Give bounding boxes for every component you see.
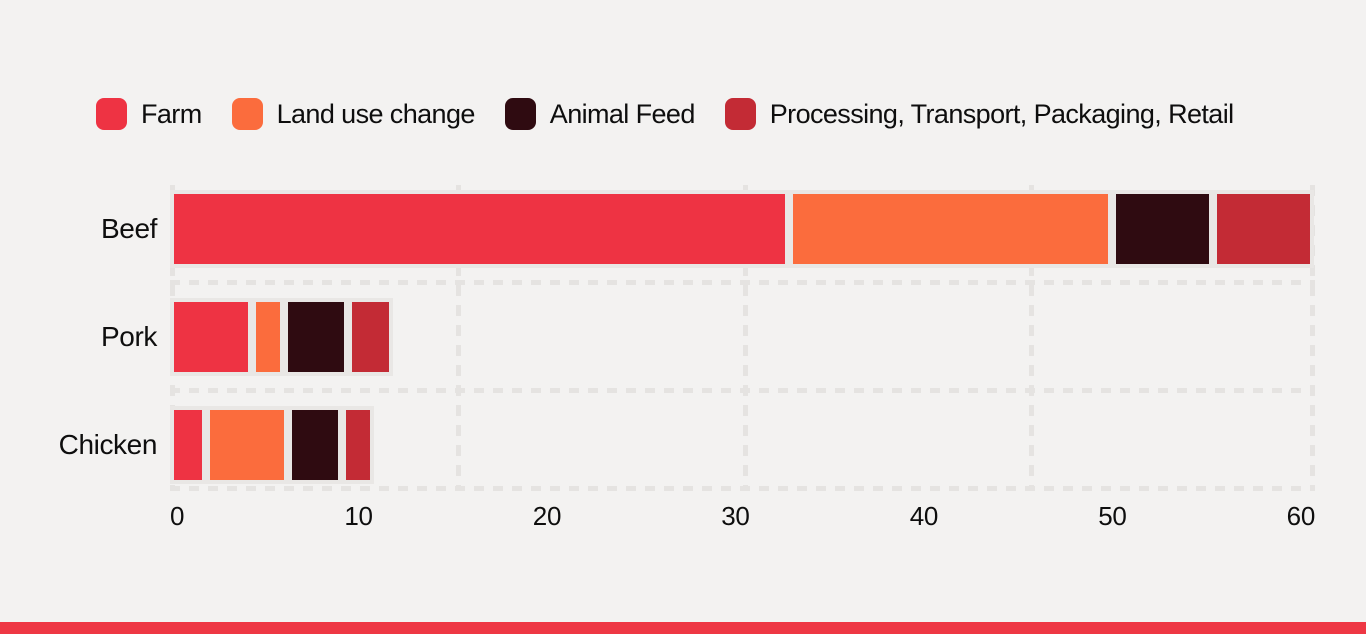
bar-segment-pork-processing-transport-packaging-retail — [352, 302, 389, 372]
legend-swatch-icon — [96, 98, 127, 130]
gridline-vertical — [1028, 185, 1034, 489]
legend-item-animal-feed: Animal Feed — [504, 98, 696, 130]
x-axis-tick: 30 — [721, 501, 750, 531]
bar-segment-beef-processing-transport-packaging-retail — [1217, 194, 1310, 264]
x-axis-tick: 50 — [1098, 501, 1127, 531]
bar-segment-chicken-land-use-change — [210, 410, 284, 480]
bar-segment-pork-land-use-change — [256, 302, 280, 372]
legend-label: Farm — [141, 98, 202, 129]
bar-segment-pork-farm — [174, 302, 248, 372]
legend-swatch-icon — [231, 98, 263, 130]
gridline-vertical — [1310, 185, 1315, 489]
legend-item-land-use-change: Land use change — [231, 98, 476, 130]
gridline-horizontal — [170, 486, 1315, 491]
category-label-pork: Pork — [101, 321, 157, 352]
bar-segment-chicken-farm — [174, 410, 202, 480]
legend-label: Processing, Transport, Packaging, Retail — [769, 98, 1234, 129]
bar-segment-chicken-processing-transport-packaging-retail — [346, 410, 370, 480]
bar-segment-beef-animal-feed — [1116, 194, 1209, 264]
bar-segment-pork-animal-feed — [288, 302, 344, 372]
gridline-horizontal — [170, 388, 1315, 393]
x-axis: 0 10 20 30 40 50 60 — [170, 501, 1315, 532]
bar-segment-chicken-animal-feed — [292, 410, 338, 480]
bar-pork — [170, 298, 393, 376]
legend-label: Land use change — [276, 98, 476, 129]
x-axis-tick: 40 — [909, 501, 939, 531]
chart-legend: Farm Land use change Animal Feed Processing… — [96, 98, 1234, 130]
x-axis-tick: 10 — [344, 501, 373, 531]
bar-segment-beef-land-use-change — [793, 194, 1108, 264]
legend-item-processing-transport-packaging-retail: Processing, Transport, Packaging, Retail — [724, 98, 1234, 130]
gridline-vertical — [742, 185, 748, 489]
legend-swatch-icon — [724, 98, 756, 130]
category-label-chicken: Chicken — [58, 429, 158, 460]
legend-swatch-icon — [504, 98, 536, 130]
plot-area — [170, 185, 1315, 491]
legend-label: Animal Feed — [549, 98, 696, 129]
gridline-horizontal — [170, 280, 1315, 285]
footer-accent-stripe — [0, 622, 1366, 634]
x-axis-tick: 20 — [532, 501, 562, 531]
x-axis-tick: 0 — [170, 501, 185, 531]
category-label-beef: Beef — [101, 213, 157, 244]
legend-item-farm: Farm — [96, 98, 202, 130]
bar-segment-beef-farm — [174, 194, 785, 264]
bar-beef — [170, 190, 1314, 268]
bar-chicken — [170, 406, 374, 484]
x-axis-tick: 60 — [1286, 501, 1316, 531]
gridline-vertical — [456, 185, 462, 489]
